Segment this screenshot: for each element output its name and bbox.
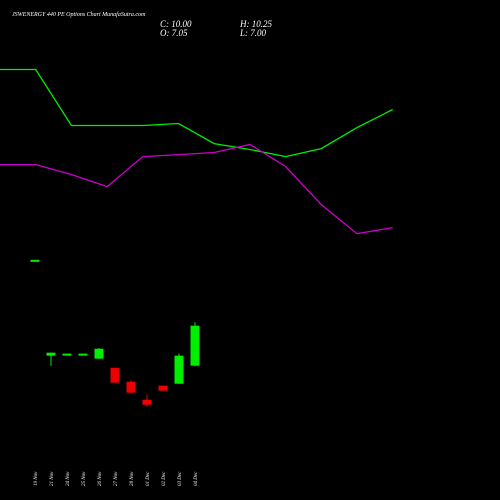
x-tick-label: 02 Dec [162,471,167,486]
candle-body [110,367,120,383]
x-tick-label: 24 Nov [66,471,71,486]
candle-body [158,385,168,391]
candle-body [78,353,88,356]
x-tick-label: 27 Nov [114,471,119,486]
x-tick-label: 26 Nov [98,471,103,486]
x-tick-label: 01 Dec [146,471,151,486]
chart-title: JSWENERGY 440 PE Options Chart MunafaSut… [12,11,146,18]
close-label: C: 10.00 [160,19,192,29]
x-tick-label: 04 Dec [194,471,199,486]
x-tick-label: 28 Nov [130,471,135,486]
x-tick-label: 25 Nov [82,471,87,486]
candle-body [94,348,104,359]
candle-body [190,325,200,366]
x-tick-label: 03 Dec [178,471,183,486]
candle-body [174,355,184,384]
open-label: O: 7.05 [160,28,188,38]
candle-body [30,259,40,262]
x-tick-label: 19 Nov [34,471,39,486]
candle-body [126,381,136,393]
overlay-line [0,143,393,235]
high-label: H: 10.25 [239,19,272,29]
overlay-line [0,68,393,158]
candle-body [62,353,72,356]
candle-body [142,399,152,405]
candle-body [46,352,56,356]
low-label: L: 7.00 [239,28,267,38]
x-tick-label: 21 Nov [50,471,55,486]
